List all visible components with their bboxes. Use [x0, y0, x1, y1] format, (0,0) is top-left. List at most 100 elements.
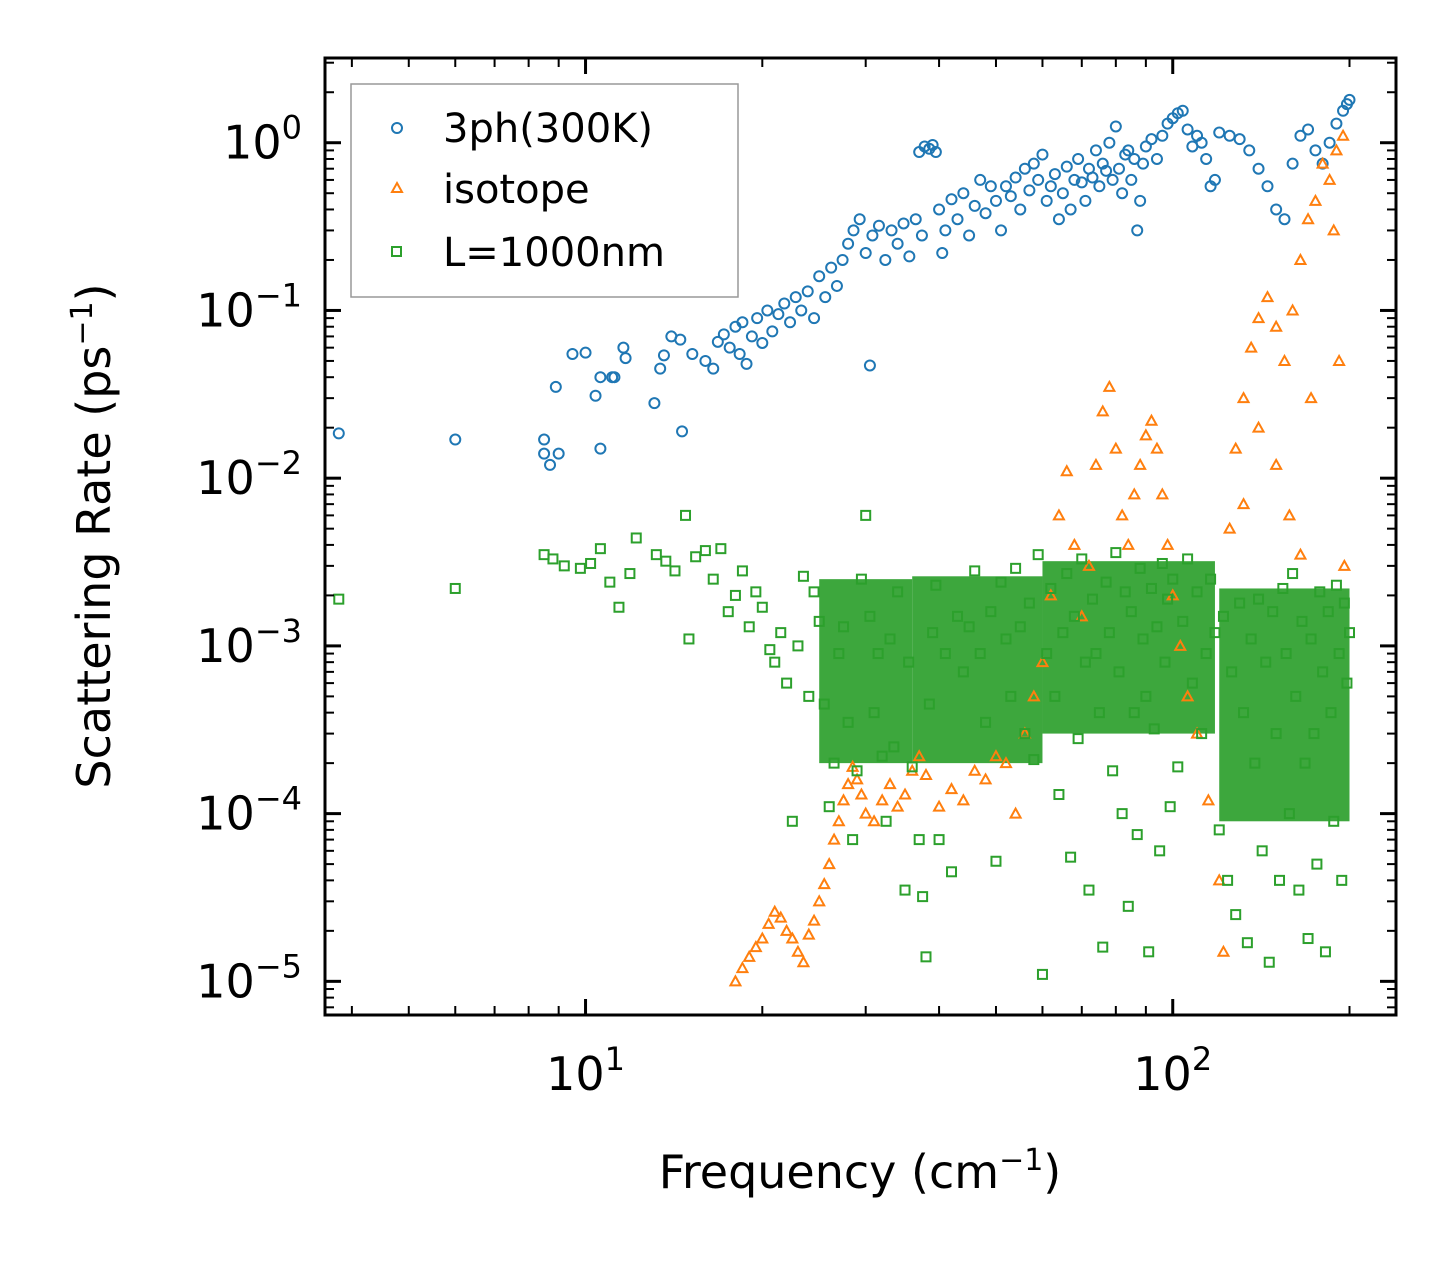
series-2-point [1330, 579, 1342, 591]
series-2-point [920, 951, 932, 963]
series-1-point [1133, 457, 1147, 470]
series-2-point [1238, 707, 1250, 719]
series-0-point [549, 380, 562, 393]
series-0-point [1252, 162, 1265, 175]
series-0-point [538, 433, 551, 446]
series-0-point [1064, 203, 1077, 216]
series-1-point [1236, 497, 1251, 510]
series-2-band-2 [1042, 561, 1215, 734]
series-0-point [1128, 152, 1141, 165]
series-2-point [1328, 815, 1340, 827]
series-2-point [1148, 723, 1160, 735]
series-0-point [594, 371, 607, 384]
series-0-point [825, 261, 838, 274]
density-bands [819, 561, 1350, 822]
series-2-point [1010, 562, 1022, 574]
series-0-point [897, 217, 910, 230]
series-0-point [1032, 173, 1045, 186]
series-2-band-3 [1219, 588, 1350, 822]
series-0-point [711, 335, 724, 348]
series-0-point [1109, 120, 1122, 133]
series-2-point [1186, 677, 1198, 689]
series-0-point [676, 425, 689, 438]
series-2-point [1100, 576, 1112, 588]
series-2-point [1028, 754, 1040, 766]
series-2-point [1209, 627, 1221, 639]
series-2-point [1299, 757, 1311, 769]
series-2-point [1090, 648, 1102, 660]
series-2-point [1137, 633, 1149, 645]
series-0-point [332, 427, 345, 440]
series-0-point [589, 389, 602, 402]
series-0-point [1100, 164, 1113, 177]
series-0-point [1103, 136, 1116, 149]
series-2-point [764, 644, 776, 656]
series-2-point [1293, 884, 1305, 896]
series-1-point [1228, 441, 1243, 454]
series-1-point [1277, 353, 1292, 366]
series-0-point [1156, 129, 1169, 142]
series-2-point [797, 570, 809, 582]
series-1-point [728, 974, 743, 987]
series-1-point [1260, 290, 1275, 303]
series-0-point [853, 213, 866, 226]
series-1-point [749, 940, 763, 953]
series-1-point [1216, 944, 1231, 957]
series-1-point [1301, 212, 1315, 225]
series-0-point [538, 447, 551, 460]
series-0-point [1072, 152, 1085, 165]
series-0-point [766, 325, 779, 338]
series-1-point [1144, 413, 1159, 426]
series-2-point [1079, 656, 1091, 668]
series-1-point [1180, 689, 1195, 702]
series-1-point [1212, 873, 1226, 886]
series-1-point [905, 763, 919, 776]
legend: 3ph(300K) isotope L=1000nm [350, 83, 739, 298]
series-2-point [930, 579, 942, 591]
series-0-point [847, 224, 860, 237]
series-0-point [1139, 140, 1152, 153]
series-2-point [624, 568, 636, 580]
series-1-point [1173, 638, 1187, 651]
series-1-point [1293, 252, 1308, 265]
series-0-point [863, 359, 876, 372]
tick-labels: 101 102 100 10−1 10−2 10−3 10−4 10−5 [196, 109, 1212, 1101]
series-0-point [1278, 213, 1291, 226]
x-tick-label: 101 [546, 1040, 625, 1101]
series-0-point [789, 291, 802, 304]
series-0-point [866, 229, 879, 242]
series-2-point [969, 565, 981, 577]
series-2-point [1196, 728, 1208, 740]
series-2-point [1049, 690, 1061, 702]
series-2-point [1302, 933, 1314, 945]
series-2-point [630, 532, 642, 544]
series-1-point [1327, 223, 1341, 236]
series-2-point [1023, 597, 1035, 609]
series-0-point [819, 291, 832, 304]
series-2-point [884, 633, 896, 645]
series-2-point [1097, 941, 1109, 953]
series-2-point [980, 716, 992, 728]
series-0-point [1079, 194, 1092, 207]
series-0-point [1270, 203, 1283, 216]
series-1-point [796, 955, 811, 968]
series-2-point [613, 601, 625, 613]
series-2-point [1205, 573, 1217, 585]
series-2-point [855, 573, 867, 585]
series-2-point [756, 601, 768, 613]
series-1-point [1269, 457, 1283, 470]
series-0-point [1116, 187, 1129, 200]
series-0-point [1243, 144, 1256, 157]
series-0-point [717, 328, 730, 341]
series-0-point [1145, 133, 1158, 146]
series-0-point [929, 146, 942, 159]
series-1-point [802, 927, 816, 940]
series-0-point [891, 237, 904, 250]
series-0-point [951, 213, 964, 226]
series-1-point [785, 931, 800, 944]
series-0-point [648, 397, 661, 410]
series-1-point [1160, 537, 1175, 550]
series-2-point [985, 606, 997, 618]
series-0-point [1323, 136, 1336, 149]
